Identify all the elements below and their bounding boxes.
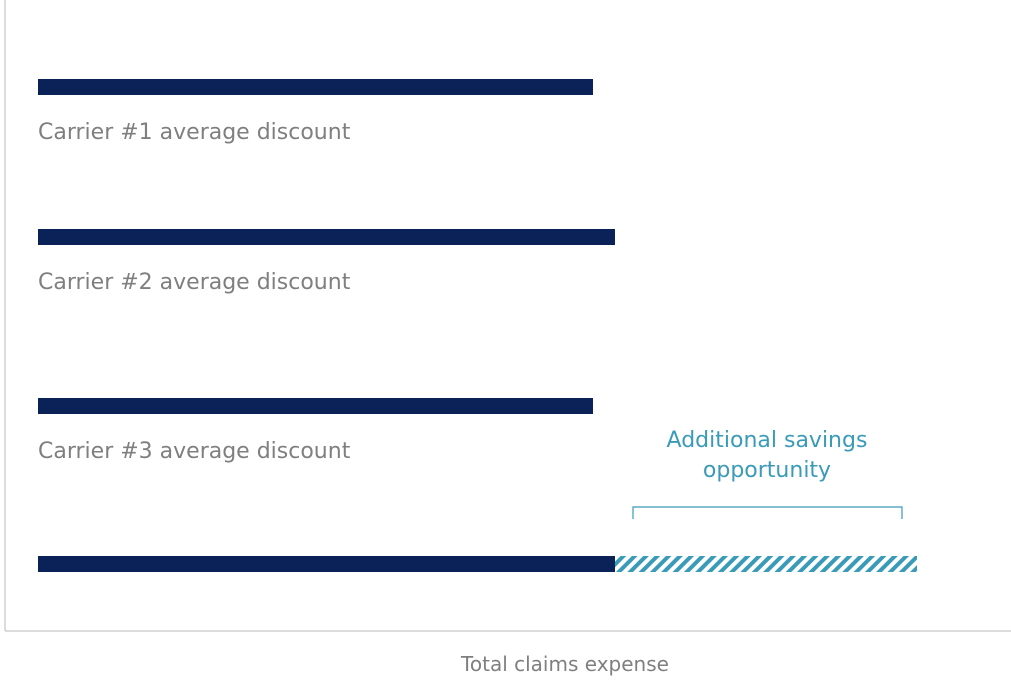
bar-label-carrier-2: Carrier #2 average discount xyxy=(38,270,351,295)
bar-2 xyxy=(38,229,615,245)
annotation-line-2: opportunity xyxy=(703,458,831,483)
annotation-line-1: Additional savings xyxy=(667,428,868,453)
annotation-bracket xyxy=(632,506,903,519)
x-axis-title: Total claims expense xyxy=(460,652,669,676)
bar-1 xyxy=(38,79,593,95)
bar-3 xyxy=(38,398,593,414)
bar-label-carrier-1: Carrier #1 average discount xyxy=(38,120,351,145)
bar-4 xyxy=(38,556,615,572)
bar-label-carrier-3: Carrier #3 average discount xyxy=(38,439,351,464)
savings-annotation: Additional savings opportunity xyxy=(632,428,903,519)
bars-group xyxy=(38,79,917,572)
bar-savings-segment xyxy=(615,556,917,572)
labels-group: Carrier #1 average discount Carrier #2 a… xyxy=(38,120,351,464)
